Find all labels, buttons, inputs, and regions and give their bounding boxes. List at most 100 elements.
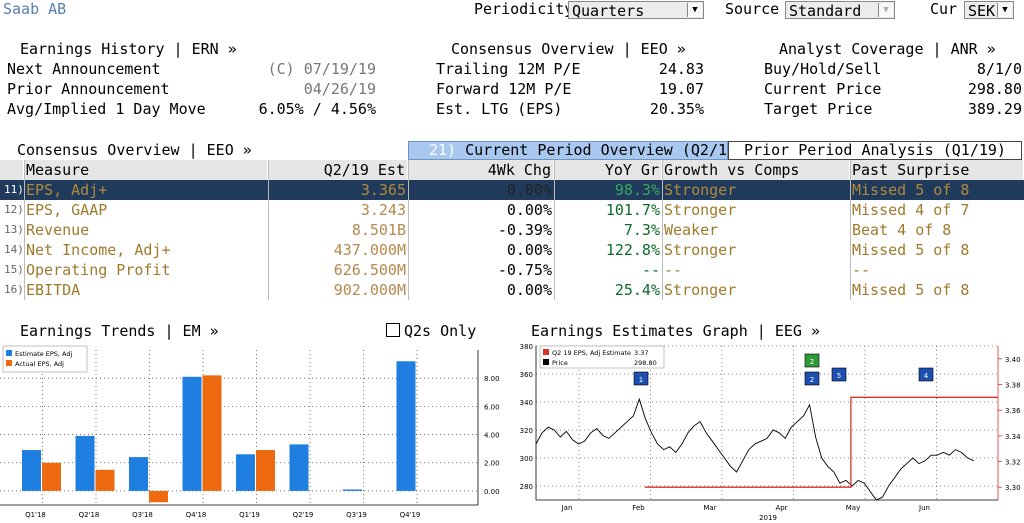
trailing-pe-label: Trailing 12M P/E [436,60,581,78]
current-price-label: Current Price [764,80,882,98]
table-cell-surprise: Beat 4 of 8 [852,221,952,239]
right-axis-tick: 3.38 [1005,382,1021,390]
event-marker[interactable] [831,367,847,382]
table-row[interactable]: 15) Operating Profit 626.500M -0.75% -- -- -- [0,260,1024,280]
table-cell-yoy: 25.4% [614,281,660,299]
x-tick-label: Jun [918,504,930,512]
table-row[interactable]: 11) EPS, Adj+ 3.365 0.00% 98.3% Stronger Misse… [0,180,1024,200]
currency-label: Cur [930,0,958,18]
x-tick-label: May [846,504,860,512]
prior-announcement-label: Prior Announcement [7,80,170,98]
legend-swatch [543,359,549,365]
x-tick-label: Q1'18 [25,511,46,519]
left-axis-tick: 320 [520,427,533,435]
bar-estimate [396,361,416,491]
year-label: 2019 [759,514,777,522]
table-cell-est: 8.501B [351,221,406,239]
x-tick-label: Q4'19 [400,511,421,519]
q2s-only-checkbox[interactable]: Q2s Only [386,322,476,340]
table-cell-surprise: Missed 5 of 8 [852,281,970,299]
chevron-down-icon[interactable]: ▼ [687,3,702,17]
tab-prior-period[interactable]: Prior Period Analysis (Q1/19) [728,141,1022,160]
table-row[interactable]: 14) Net Income, Adj+ 437.000M 0.00% 122.8% St… [0,240,1024,260]
event-marker[interactable] [918,367,934,382]
legend-value: 298.80 [634,359,657,367]
forward-pe-label: Forward 12M P/E [436,80,572,98]
chevron-down-icon[interactable]: ▼ [878,3,893,17]
table-cell-surprise: Missed 4 of 7 [852,201,970,219]
table-header-comps[interactable]: Growth vs Comps [662,160,850,180]
event-marker[interactable] [804,353,820,368]
buy-hold-sell-label: Buy/Hold/Sell [764,60,882,78]
tab-current-number: 21) [429,141,457,159]
earnings-history-link[interactable]: Earnings History | ERN » [20,40,237,58]
earnings-estimates-chart: 280 300 320 340 360 380 3.30 3.32 3.34 3.36 3.38 3.… [510,340,1024,523]
table-cell-comps: -- [664,261,683,279]
table-row[interactable]: 16) EBITDA 902.000M 0.00% 25.4% Stronger Misse… [0,280,1024,300]
chevron-down-icon[interactable]: ▼ [997,3,1012,17]
analyst-coverage-link[interactable]: Analyst Coverage | ANR » [779,40,996,58]
table-cell-num: 13) [4,223,24,236]
tab-current-period[interactable]: 21) Current Period Overview (Q2/19) [408,141,745,160]
section-consensus-link[interactable]: Consensus Overview | EEO » [17,141,252,159]
bar-actual [202,375,222,491]
table-cell-num: 15) [4,263,24,276]
y-tick-label: 6.00 [484,403,500,411]
x-tick-label: Q4'18 [186,511,207,519]
table-cell-est: 437.000M [333,241,406,259]
left-axis-tick: 380 [520,343,533,351]
legend-swatch [6,350,12,356]
table-row[interactable]: 12) EPS, GAAP 3.243 0.00% 101.7% Stronger Miss… [0,200,1024,220]
table-cell-yoy: 122.8% [605,241,660,259]
earnings-estimates-link[interactable]: Earnings Estimates Graph | EEG » [531,322,820,340]
source-value: Standard [789,2,862,20]
table-header-measure[interactable]: Measure [24,160,268,180]
next-announcement-value: (C) 07/19/19 [267,60,376,78]
q2s-only-label: Q2s Only [404,322,477,340]
table-cell-chg: 0.00% [506,201,552,219]
legend-swatch [543,349,549,355]
x-tick-label: Q3'19 [346,511,367,519]
table-header-chg[interactable]: 4Wk Chg [408,160,554,180]
bar-actual [42,462,61,491]
table-cell-yoy: 7.3% [623,221,660,239]
earnings-trends-chart: 0.00 2.00 4.00 6.00 8.00 Q1'18 Q2'18 Q3'18 Q4'18… [0,340,500,523]
table-cell-est: 626.500M [333,261,406,279]
earnings-trends-link[interactable]: Earnings Trends | EM » [20,322,219,340]
source-dropdown[interactable]: Standard ▼ [785,1,895,20]
tab-current-label: Current Period Overview (Q2/19) [465,141,746,159]
y-tick-label: 2.00 [484,460,500,468]
table-header-surprise[interactable]: Past Surprise [850,160,1024,180]
table-cell-yoy: -- [641,261,660,279]
estimate-line [644,396,998,488]
event-marker-label: 2 [810,358,814,366]
table-header-yoy[interactable]: YoY Gr [554,160,662,180]
bar-estimate [129,457,148,491]
table-cell-yoy: 101.7% [605,201,660,219]
event-marker-label: 1 [639,376,643,384]
target-price-value: 389.29 [967,100,1022,118]
currency-dropdown[interactable]: SEK ▼ [964,1,1014,20]
source-label: Source [725,0,780,18]
prior-announcement-value: 04/26/19 [303,80,376,98]
table-header-num [0,160,24,180]
table-cell-num: 14) [4,243,24,256]
avg-move-value: 6.05% / 4.56% [258,100,376,118]
bar-estimate [75,435,95,491]
table-header-est[interactable]: Q2/19 Est [268,160,408,180]
table-cell-measure: Net Income, Adj+ [26,241,171,259]
table-cell-num: 11) [4,183,24,196]
event-marker-label: 2 [810,376,814,384]
table-cell-num: 16) [4,283,24,296]
event-marker[interactable] [633,371,649,386]
periodicity-dropdown[interactable]: Quarters ▼ [568,1,704,20]
bar-estimate [182,376,202,491]
checkbox-box[interactable] [386,323,400,337]
table-row[interactable]: 13) Revenue 8.501B -0.39% 7.3% Weaker Beat 4 o… [0,220,1024,240]
periodicity-value: Quarters [572,2,645,20]
event-marker-label: 4 [924,372,929,380]
consensus-overview-link[interactable]: Consensus Overview | EEO » [451,40,686,58]
event-marker[interactable] [804,371,820,386]
legend-label: Estimate EPS, Adj [15,350,73,358]
table-cell-yoy: 98.3% [614,181,660,199]
